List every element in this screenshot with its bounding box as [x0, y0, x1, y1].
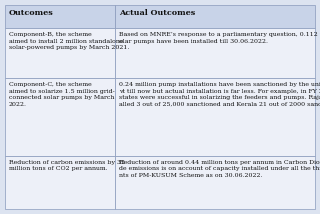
- Bar: [115, 79, 315, 156]
- Bar: [115, 5, 315, 28]
- Bar: [5, 156, 115, 209]
- Text: Actual Outcomes: Actual Outcomes: [119, 9, 195, 17]
- Bar: [5, 79, 115, 156]
- Bar: [115, 156, 315, 209]
- Text: 0.24 million pump installations have been sanctioned by the union go-
vt till no: 0.24 million pump installations have bee…: [119, 82, 320, 107]
- Text: Component-B, the scheme
aimed to install 2 million standalone
solar-powered pump: Component-B, the scheme aimed to install…: [9, 33, 129, 50]
- Text: Reduction of carbon emissions by 32
million tons of CO2 per annum.: Reduction of carbon emissions by 32 mill…: [9, 160, 125, 171]
- Bar: [5, 28, 115, 79]
- Text: Component-C, the scheme
aimed to solarize 1.5 million grid-
connected solar pump: Component-C, the scheme aimed to solariz…: [9, 82, 115, 107]
- Text: Outcomes: Outcomes: [9, 9, 54, 17]
- Text: Reduction of around 0.44 million tons per annum in Carbon Dioxi-
de emissions is: Reduction of around 0.44 million tons pe…: [119, 160, 320, 178]
- Text: Based on MNRE’s response to a parliamentary question, 0.112 million s-
olar pump: Based on MNRE’s response to a parliament…: [119, 33, 320, 44]
- Bar: [115, 28, 315, 79]
- Bar: [5, 5, 115, 28]
